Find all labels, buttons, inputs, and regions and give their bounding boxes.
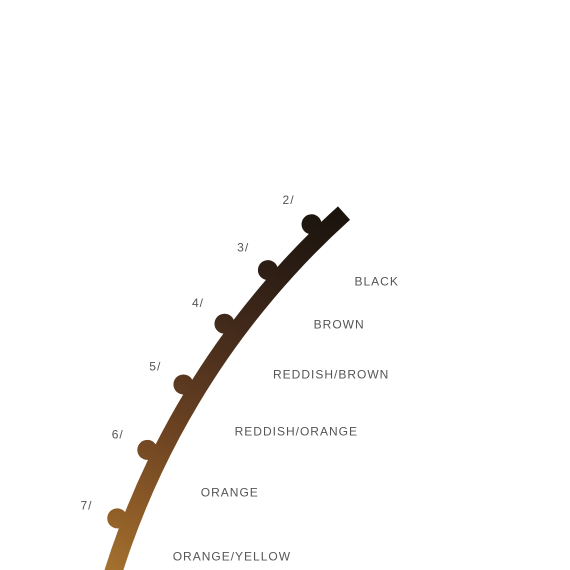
label-orange: ORANGE bbox=[201, 486, 259, 500]
scale-arc bbox=[0, 0, 570, 570]
label-reddish-orange: REDDISH/ORANGE bbox=[235, 424, 358, 438]
tick-6: 6/ bbox=[112, 427, 124, 441]
tick-3: 3/ bbox=[237, 240, 249, 254]
label-brown: BROWN bbox=[314, 317, 365, 331]
tick-7: 7/ bbox=[80, 499, 92, 513]
tick-2: 2/ bbox=[283, 193, 295, 207]
label-orange-yellow: ORANGE/YELLOW bbox=[173, 550, 291, 564]
color-scale-chart: 2/BLACK 3/BROWN 4/REDDISH/BROWN 5/REDDISH/O… bbox=[0, 0, 570, 570]
label-reddish-brown: REDDISH/BROWN bbox=[273, 367, 389, 381]
tick-5: 5/ bbox=[149, 359, 161, 373]
label-black: BLACK bbox=[354, 274, 398, 288]
tick-4: 4/ bbox=[192, 296, 204, 310]
